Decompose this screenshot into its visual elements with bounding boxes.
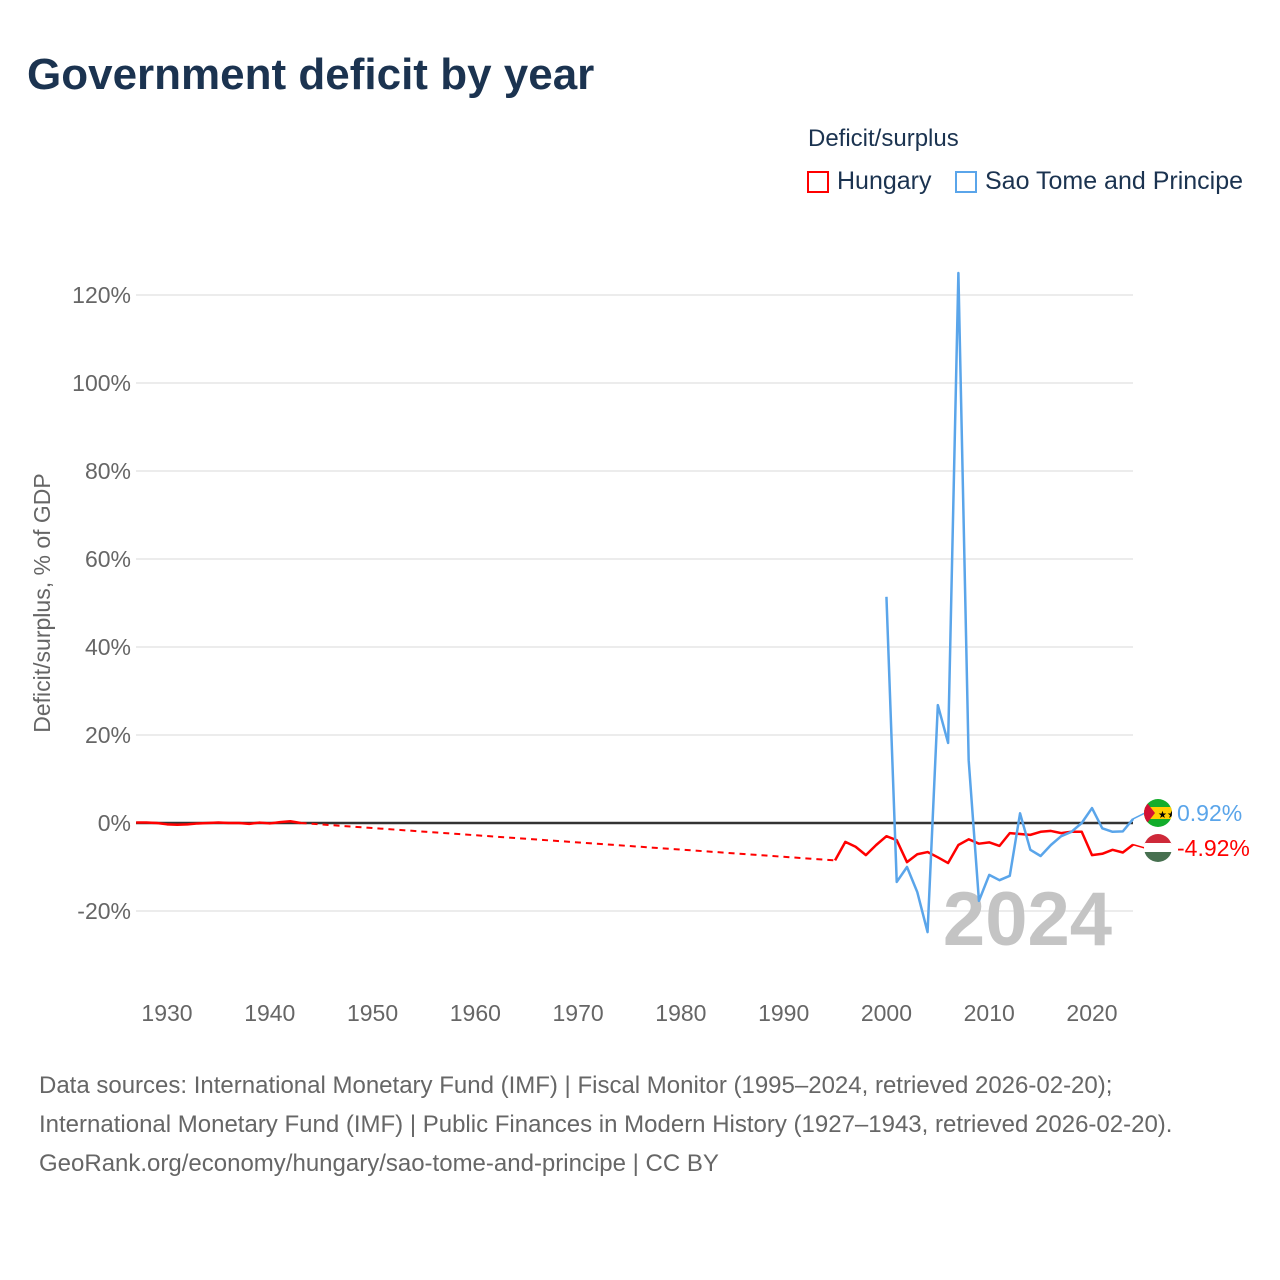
x-tick-label: 1970 [553, 1000, 604, 1026]
y-tick-label: 60% [85, 546, 131, 572]
x-tick-label: 1960 [450, 1000, 501, 1026]
y-tick-label: 20% [85, 722, 131, 748]
hungary-flag-icon [1144, 834, 1172, 862]
flag-stripe [1144, 834, 1172, 844]
line-chart: -20% 0% 20% 40% 60% 80% 100% 120% 1930 1940 1950 19… [29, 271, 1250, 1026]
y-tick-label: 40% [85, 634, 131, 660]
label-connector [1132, 812, 1146, 820]
legend-label: Sao Tome and Principe [985, 167, 1244, 195]
x-tick-label: 2020 [1066, 1000, 1117, 1026]
flag-stars: ★★ [1158, 810, 1176, 821]
end-label-hungary: -4.92% [1177, 835, 1250, 861]
flag-stripe [1144, 852, 1172, 862]
series-gap-hungary [300, 822, 836, 862]
label-connector [1132, 843, 1146, 849]
x-tick-label: 1950 [347, 1000, 398, 1026]
x-tick-label: 2000 [861, 1000, 912, 1026]
series-line-hungary [833, 829, 1134, 865]
y-tick-label: 120% [72, 282, 131, 308]
sao-tome-flag-icon: ★★ [1144, 799, 1176, 827]
page-title: Government deficit by year [27, 50, 595, 99]
flag-stripe [1144, 843, 1172, 853]
y-tick-label: 80% [85, 458, 131, 484]
legend-swatch-hungary [807, 170, 829, 193]
y-tick-label: -20% [77, 898, 131, 924]
y-tick-label: 0% [98, 810, 131, 836]
footer: Data sources: International Monetary Fun… [39, 1066, 1239, 1183]
legend-item-sao-tome[interactable]: Sao Tome and Principe [955, 167, 1243, 196]
y-tick-label: 100% [72, 370, 131, 396]
legend-swatch-sao-tome [955, 170, 977, 193]
legend-title: Deficit/surplus [808, 125, 959, 152]
x-tick-label: 2010 [964, 1000, 1015, 1026]
y-axis-label: Deficit/surplus, % of GDP [29, 473, 55, 732]
x-tick-label: 1930 [141, 1000, 192, 1026]
flag-triangle [1144, 799, 1155, 827]
source-link[interactable]: GeoRank.org/economy/hungary/sao-tome-and… [39, 1150, 719, 1177]
legend-label: Hungary [837, 167, 932, 195]
x-tick-label: 1990 [758, 1000, 809, 1026]
legend-item-hungary[interactable]: Hungary [807, 167, 932, 196]
data-sources: Data sources: International Monetary Fun… [39, 1072, 1173, 1138]
end-label-sao-tome: 0.92% [1177, 800, 1242, 826]
year-watermark: 2024 [943, 877, 1112, 962]
x-tick-label: 1940 [244, 1000, 295, 1026]
x-tick-label: 1980 [655, 1000, 706, 1026]
